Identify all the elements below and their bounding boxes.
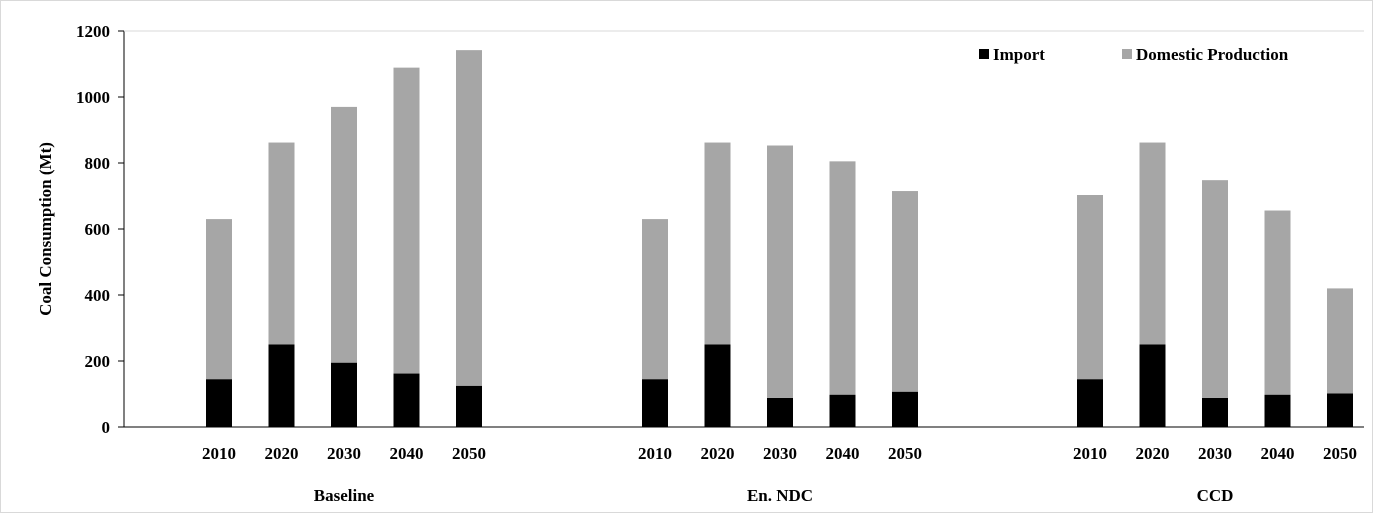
x-tick-label: 2050: [452, 444, 486, 463]
labels: 0 200 400 600 800 1000 1200 Coal Consumption (M…: [36, 22, 1357, 505]
bar-domestic-production: [1077, 195, 1103, 380]
x-tick-label: 2030: [763, 444, 797, 463]
bar-import: [892, 391, 918, 427]
bars: [206, 50, 1353, 427]
x-tick-label: 2010: [1073, 444, 1107, 463]
bar-import: [767, 397, 793, 427]
legend-label: Import: [993, 45, 1045, 64]
x-tick-label: 2040: [1261, 444, 1295, 463]
bar-domestic-production: [1202, 180, 1228, 398]
bar-import: [704, 344, 731, 427]
bar-import: [1139, 344, 1166, 427]
group-label: Baseline: [314, 486, 375, 505]
y-tick-label: 600: [85, 220, 111, 239]
x-tick-label: 2050: [888, 444, 922, 463]
bar-domestic-production: [393, 67, 420, 374]
bar-domestic-production: [767, 145, 793, 398]
bar-import: [1202, 397, 1228, 427]
y-tick-label: 0: [102, 418, 111, 437]
legend-swatch: [979, 49, 989, 59]
y-tick-label: 1000: [76, 88, 110, 107]
y-tick-label: 1200: [76, 22, 110, 41]
bar-import: [1077, 379, 1103, 427]
x-tick-label: 2030: [327, 444, 361, 463]
bar-domestic-production: [331, 106, 357, 363]
bar-import: [1264, 394, 1291, 427]
x-tick-label: 2020: [701, 444, 735, 463]
bar-import: [331, 362, 357, 427]
bar-import: [393, 373, 420, 427]
bar-domestic-production: [268, 142, 295, 345]
bar-import: [642, 379, 668, 427]
y-axis-title: Coal Consumption (Mt): [36, 142, 55, 316]
x-tick-label: 2010: [638, 444, 672, 463]
y-tick-label: 400: [85, 286, 111, 305]
bar-domestic-production: [206, 219, 232, 380]
x-tick-label: 2050: [1323, 444, 1357, 463]
x-tick-label: 2020: [1136, 444, 1170, 463]
x-tick-label: 2020: [265, 444, 299, 463]
group-label: En. NDC: [747, 486, 813, 505]
axes: [118, 30, 1364, 428]
x-tick-label: 2040: [390, 444, 424, 463]
y-tick-label: 800: [85, 154, 111, 173]
x-tick-label: 2010: [202, 444, 236, 463]
bar-import: [1327, 393, 1353, 427]
x-tick-label: 2030: [1198, 444, 1232, 463]
bar-import: [456, 385, 482, 427]
legend-swatch: [1122, 49, 1132, 59]
bar-domestic-production: [1327, 288, 1353, 394]
bar-import: [829, 394, 856, 427]
bar-domestic-production: [1139, 142, 1166, 345]
legend: Import Domestic Production: [979, 45, 1289, 64]
x-tick-label: 2040: [826, 444, 860, 463]
bar-domestic-production: [1264, 210, 1291, 395]
bar-import: [268, 344, 295, 427]
bar-domestic-production: [456, 50, 482, 386]
y-tick-label: 200: [85, 352, 111, 371]
group-label: CCD: [1197, 486, 1234, 505]
bar-domestic-production: [829, 161, 856, 395]
bar-domestic-production: [892, 191, 918, 392]
legend-label: Domestic Production: [1136, 45, 1289, 64]
bar-domestic-production: [704, 142, 731, 345]
bar-domestic-production: [642, 219, 668, 380]
bar-import: [206, 379, 232, 427]
